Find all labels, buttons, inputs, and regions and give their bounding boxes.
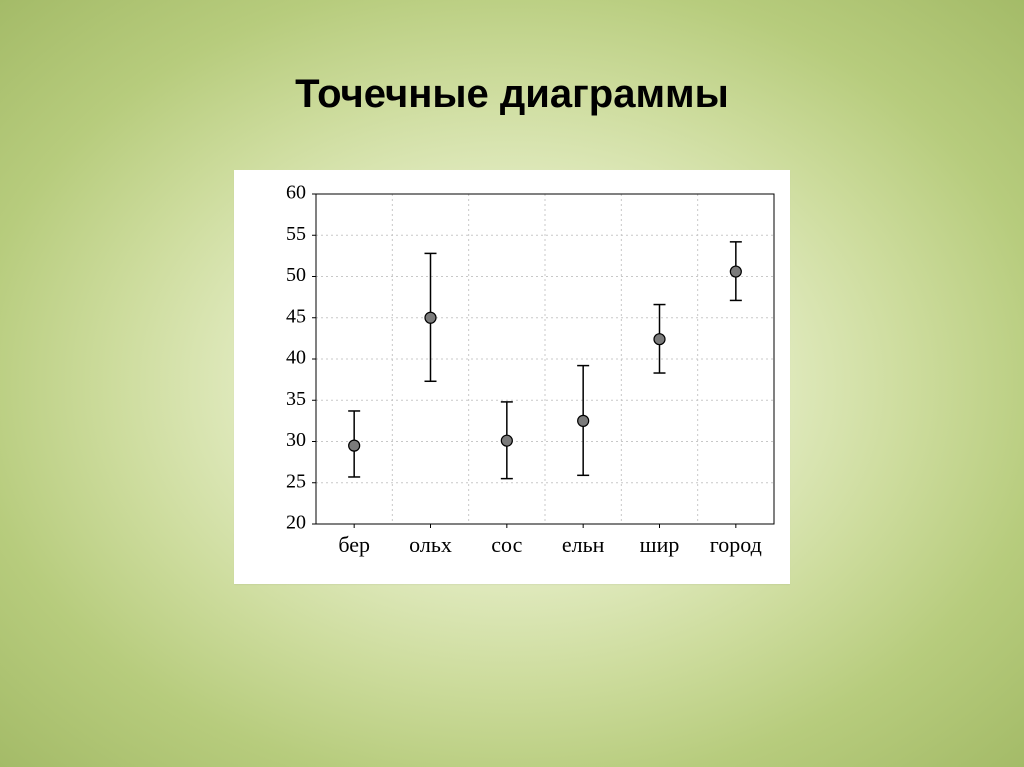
data-point — [349, 440, 360, 451]
chart-card: 20 25 30 35 40 45 50 55 60 бер ольх сос ельн шир город — [234, 170, 790, 584]
xtick-label: ольх — [409, 532, 452, 557]
xtick-label: ельн — [562, 532, 605, 557]
errorbar-chart: 20 25 30 35 40 45 50 55 60 бер ольх сос ельн шир город — [234, 170, 790, 584]
ytick-label: 50 — [286, 264, 306, 286]
xtick-label: бер — [338, 532, 370, 557]
ytick-label: 45 — [286, 305, 306, 327]
ytick-label: 55 — [286, 223, 306, 245]
ytick-label: 60 — [286, 182, 306, 204]
data-point — [501, 435, 512, 446]
ytick-label: 25 — [286, 470, 306, 492]
data-point — [578, 415, 589, 426]
data-point — [654, 334, 665, 345]
xtick-label: шир — [640, 532, 680, 557]
slide-title: Точечные диаграммы — [0, 72, 1024, 117]
xtick-label: сос — [491, 532, 522, 557]
data-point — [730, 266, 741, 277]
ytick-label: 20 — [286, 512, 306, 534]
slide: Точечные диаграммы 20 25 30 35 40 45 50 55 60 бер… — [0, 0, 1024, 767]
ytick-label: 40 — [286, 347, 306, 369]
data-point — [425, 312, 436, 323]
xtick-label: город — [710, 532, 762, 557]
ytick-label: 35 — [286, 388, 306, 410]
ytick-label: 30 — [286, 429, 306, 451]
